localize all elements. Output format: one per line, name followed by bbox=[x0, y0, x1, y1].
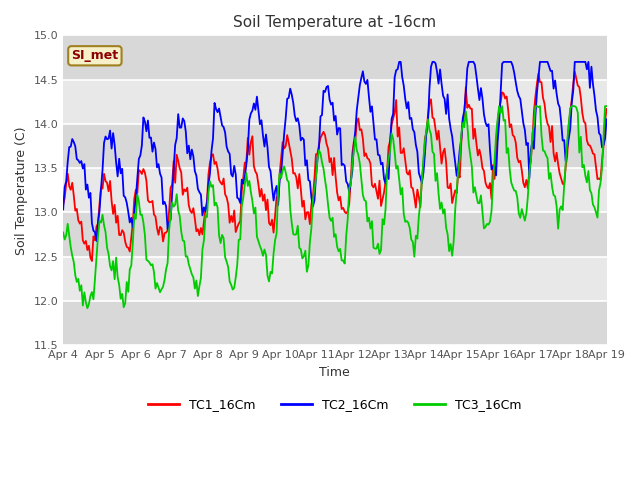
TC1_16Cm bbox=[88, 258, 96, 264]
Bar bbox=[63, 80, 607, 124]
TC2_16Cm bbox=[241, 174, 249, 180]
TC3_16Cm bbox=[603, 103, 611, 109]
Y-axis label: Soil Temperature (C): Soil Temperature (C) bbox=[15, 126, 28, 254]
TC2_16Cm bbox=[298, 135, 306, 141]
TC2_16Cm bbox=[223, 144, 230, 150]
TC3_16Cm bbox=[575, 150, 583, 156]
TC3_16Cm bbox=[495, 103, 503, 109]
TC1_16Cm bbox=[127, 235, 135, 240]
TC2_16Cm bbox=[93, 238, 100, 244]
TC1_16Cm bbox=[571, 69, 579, 75]
Title: Soil Temperature at -16cm: Soil Temperature at -16cm bbox=[234, 15, 436, 30]
X-axis label: Time: Time bbox=[319, 366, 350, 379]
TC1_16Cm bbox=[250, 164, 258, 169]
TC2_16Cm bbox=[575, 59, 583, 65]
Bar bbox=[63, 124, 607, 168]
TC1_16Cm bbox=[603, 106, 611, 112]
Legend: TC1_16Cm, TC2_16Cm, TC3_16Cm: TC1_16Cm, TC2_16Cm, TC3_16Cm bbox=[143, 394, 527, 417]
Line: TC2_16Cm: TC2_16Cm bbox=[63, 62, 607, 241]
TC2_16Cm bbox=[396, 59, 403, 65]
Bar bbox=[63, 36, 607, 80]
TC3_16Cm bbox=[250, 211, 258, 216]
TC1_16Cm bbox=[575, 84, 583, 90]
TC3_16Cm bbox=[84, 305, 92, 311]
TC1_16Cm bbox=[223, 194, 230, 200]
TC2_16Cm bbox=[250, 101, 258, 107]
TC3_16Cm bbox=[298, 255, 306, 261]
TC2_16Cm bbox=[127, 215, 135, 221]
Bar bbox=[63, 213, 607, 257]
TC1_16Cm bbox=[241, 160, 249, 166]
TC1_16Cm bbox=[60, 202, 67, 207]
Bar bbox=[63, 168, 607, 213]
Text: SI_met: SI_met bbox=[71, 49, 118, 62]
TC3_16Cm bbox=[60, 229, 67, 235]
Bar bbox=[63, 257, 607, 301]
TC3_16Cm bbox=[127, 263, 135, 268]
TC2_16Cm bbox=[603, 117, 611, 122]
Line: TC3_16Cm: TC3_16Cm bbox=[63, 106, 607, 308]
Line: TC1_16Cm: TC1_16Cm bbox=[63, 72, 607, 261]
TC1_16Cm bbox=[298, 204, 306, 210]
TC3_16Cm bbox=[241, 181, 249, 187]
Bar bbox=[63, 301, 607, 345]
TC3_16Cm bbox=[223, 259, 230, 264]
TC2_16Cm bbox=[60, 206, 67, 212]
